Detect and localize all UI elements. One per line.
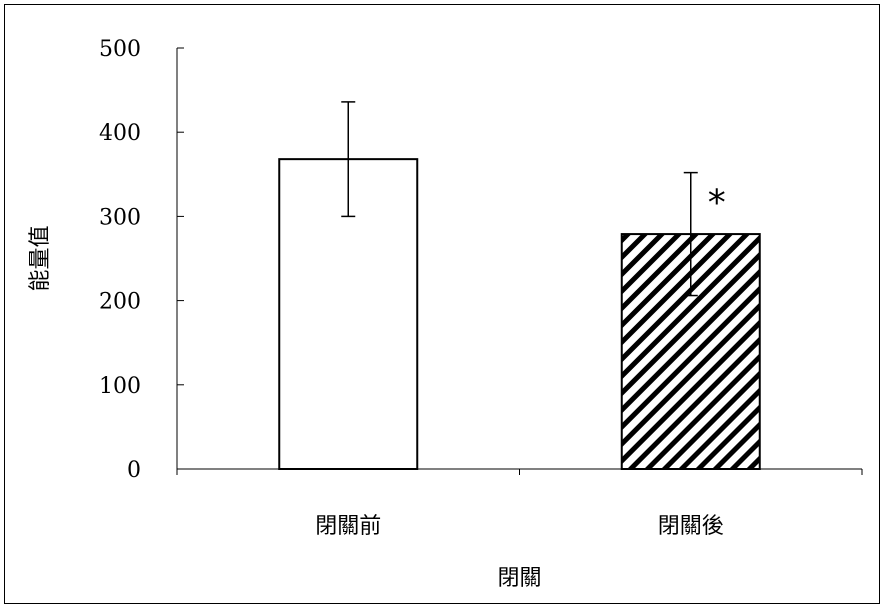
y-tick-label: 0	[127, 458, 141, 483]
y-axis-title: 能量值	[28, 225, 53, 291]
category-label-2: 閉關後	[658, 514, 724, 539]
x-axis-title: 閉關	[497, 566, 541, 591]
category-label-1: 閉關前	[315, 514, 381, 539]
y-tick-label: 100	[99, 374, 141, 399]
significance-marker: *	[708, 183, 726, 224]
y-tick-label: 400	[99, 121, 141, 146]
error-bars	[341, 101, 698, 297]
y-tick-label: 300	[99, 205, 141, 230]
y-tick-label: 200	[99, 290, 141, 315]
chart-frame: 0 100 200 300 400 500 閉關前 閉關後 * 能量值 閉關	[4, 4, 880, 604]
bars	[278, 158, 761, 470]
labels: 閉關前 閉關後 *	[315, 183, 726, 539]
y-tick-label: 500	[99, 37, 141, 62]
bar-chart: 0 100 200 300 400 500 閉關前 閉關後 * 能量值 閉關	[28, 37, 863, 591]
y-ticks: 0 100 200 300 400 500	[99, 37, 184, 483]
